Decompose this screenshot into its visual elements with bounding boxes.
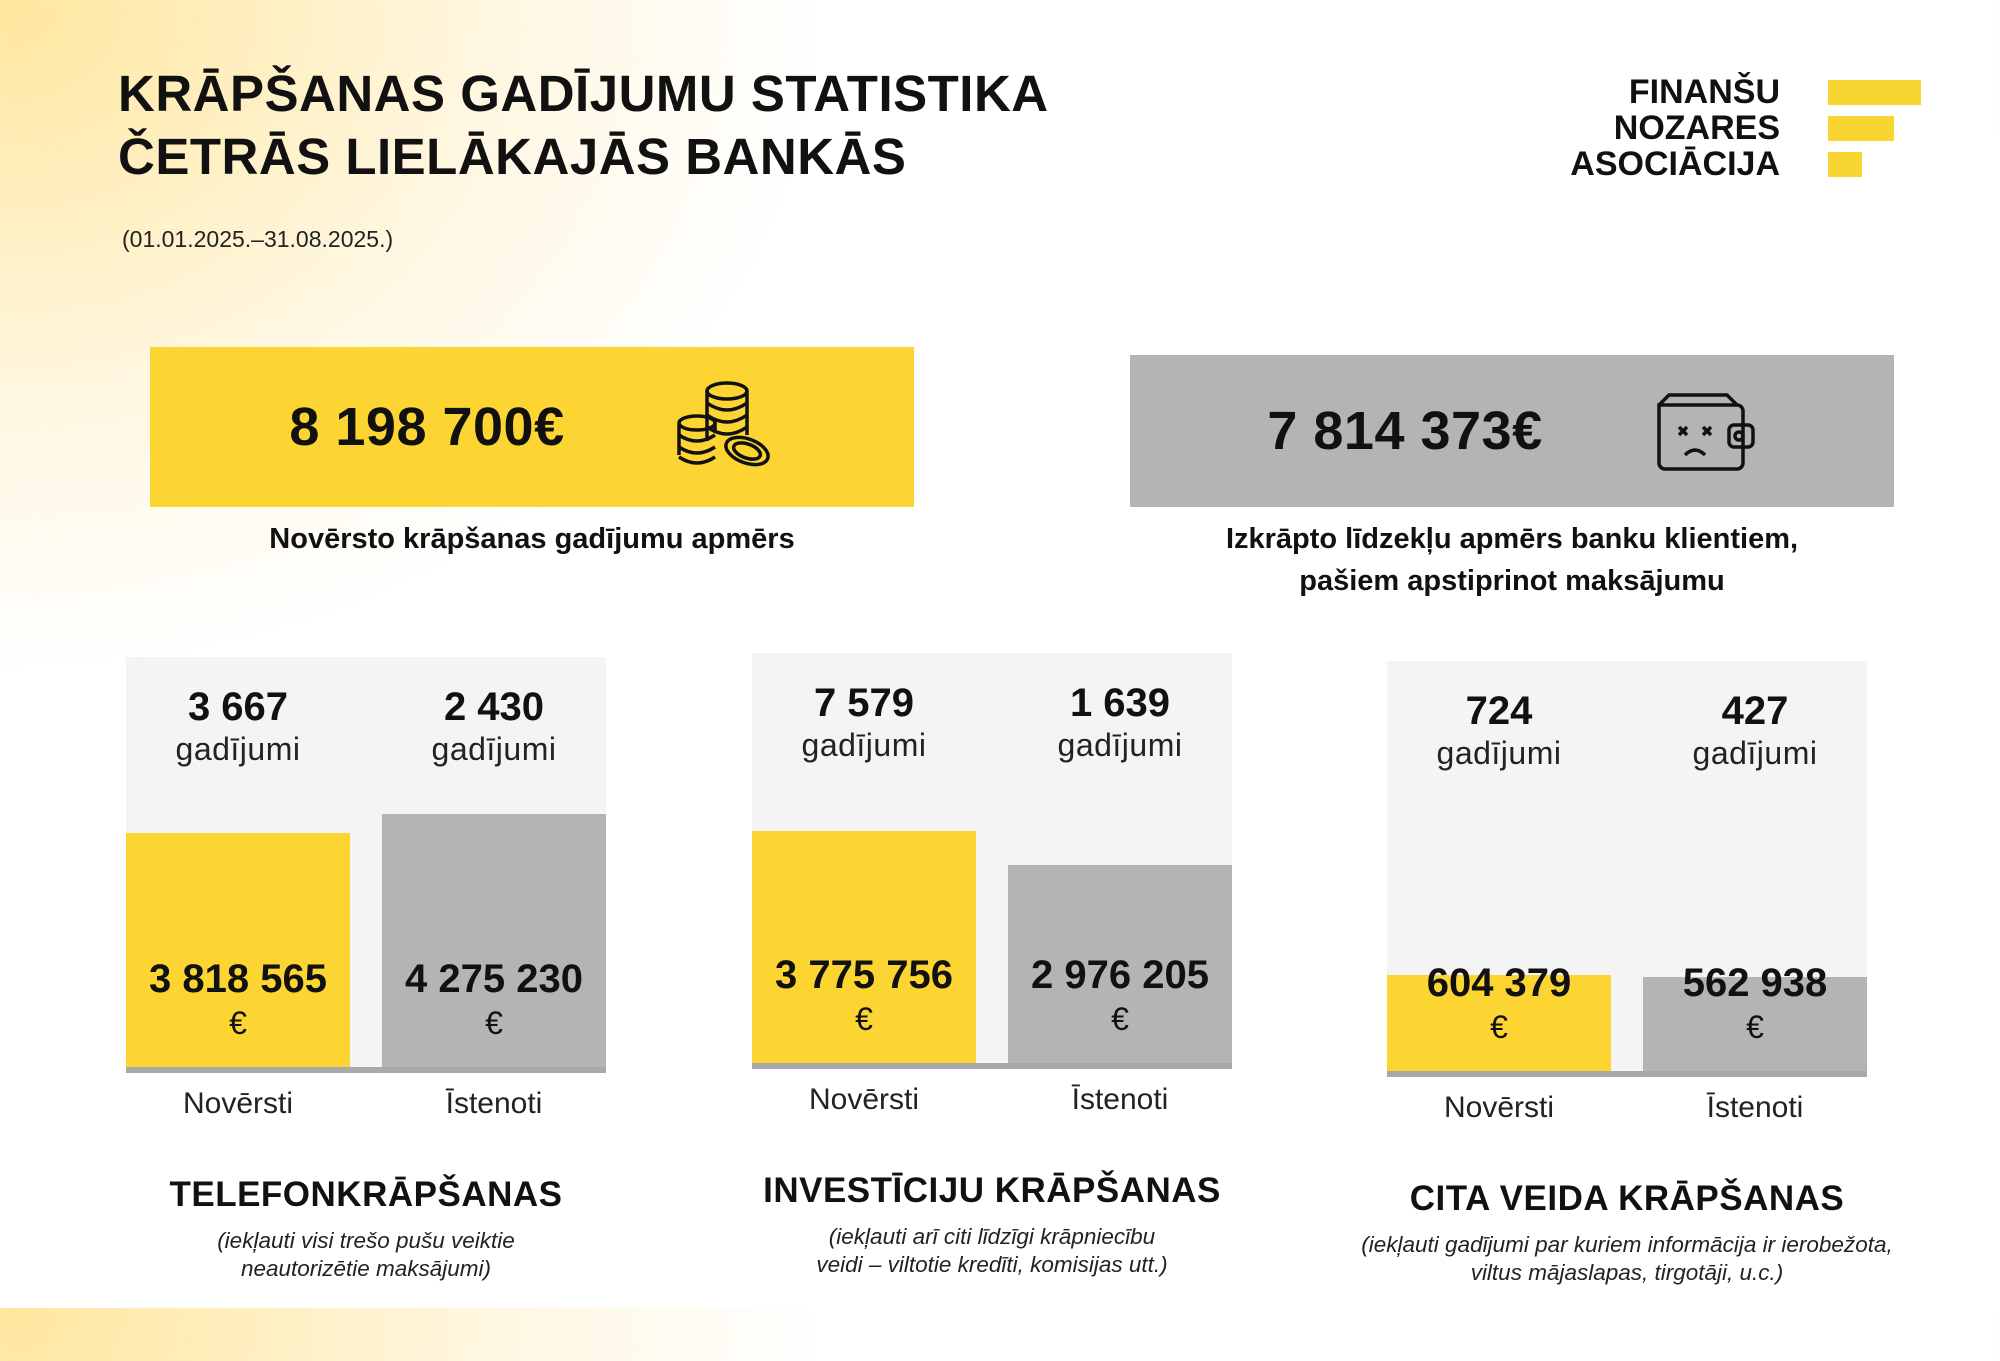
defrauded-total-label: Izkrāpto līdzekļu apmērs banku klientiem… [1130, 518, 1894, 602]
bar-prevented [126, 833, 350, 1067]
defrauded-total-box: 7 814 373€ [1130, 355, 1894, 507]
bar-value-label: 562 938 [1682, 961, 1828, 1005]
coins-stack-icon [676, 381, 770, 467]
prevented-total-value: 8 198 700€ [289, 397, 565, 457]
chart-note-line-2: neautorizētie maksājumi) [240, 1256, 492, 1281]
case-count: 7 579 [813, 681, 915, 725]
bar-value-label: 2 976 205 [1031, 953, 1209, 997]
logo-line-1: FINANŠU [1628, 73, 1780, 111]
case-count: 1 639 [1069, 681, 1171, 725]
logo-bar-1 [1828, 80, 1921, 105]
case-count-unit: gadījumi [801, 727, 927, 763]
chart-baseline [752, 1063, 1232, 1069]
chart-note-line-1: (iekļauti gadījumi par kuriem informācij… [1361, 1232, 1893, 1257]
case-count: 427 [1721, 689, 1789, 733]
case-count: 724 [1465, 689, 1533, 733]
bar-currency-label: € [229, 1005, 247, 1041]
case-count-unit: gadījumi [431, 731, 557, 767]
chart-phone-fraud: 3 667 gadījumi 3 818 565 € Novērsti 2 430 gadī… [126, 657, 608, 1357]
bar-executed [382, 814, 606, 1067]
bar-currency-label: € [485, 1005, 503, 1041]
chart-title: INVESTĪCIJU KRĀPŠANAS [763, 1171, 1221, 1210]
page-title: KRĀPŠANAS GADĪJUMU STATISTIKA ČETRĀS LIE… [118, 62, 1049, 188]
chart-note-line-1: (iekļauti visi trešo pušu veiktie [217, 1228, 515, 1253]
logo-line-2: NOZARES [1613, 109, 1780, 147]
case-count: 2 430 [443, 685, 545, 729]
x-axis-label: Īstenoti [1071, 1083, 1169, 1116]
x-axis-label: Novērsti [808, 1083, 920, 1116]
chart-baseline [1387, 1071, 1867, 1077]
chart-title: TELEFONKRĀPŠANAS [169, 1175, 563, 1214]
bar-executed [1643, 977, 1867, 1071]
defrauded-label-line-1: Izkrāpto līdzekļu apmērs banku klientiem… [1225, 523, 1799, 555]
empty-wallet-icon [1656, 393, 1755, 471]
case-count-unit: gadījumi [1436, 735, 1562, 771]
bar-executed [1008, 865, 1232, 1063]
case-count: 3 667 [187, 685, 289, 729]
x-axis-label: Īstenoti [445, 1087, 543, 1120]
bar-value-label: 3 775 756 [775, 953, 953, 997]
title-line-1: KRĀPŠANAS GADĪJUMU STATISTIKA [118, 65, 1049, 122]
logo-bar-2 [1828, 116, 1894, 141]
defrauded-label-line-2: pašiem apstiprinot maksājumu [1299, 565, 1725, 597]
bar-currency-label: € [855, 1001, 873, 1037]
chart-note-line-2: viltus mājaslapas, tirgotāji, u.c.) [1470, 1260, 1784, 1285]
bar-currency-label: € [1490, 1009, 1508, 1045]
chart-note-line-1: (iekļauti arī citi līdzīgi krāpniecību [828, 1224, 1156, 1249]
fna-logo: FINANŠU NOZARES ASOCIĀCIJA [1560, 74, 1930, 184]
chart-baseline [126, 1067, 606, 1073]
x-axis-label: Novērsti [182, 1087, 294, 1120]
x-axis-label: Īstenoti [1706, 1091, 1804, 1124]
bar-prevented [752, 831, 976, 1063]
defrauded-total-value: 7 814 373€ [1267, 401, 1543, 461]
bar-currency-label: € [1111, 1001, 1129, 1037]
case-count-unit: gadījumi [175, 731, 301, 767]
prevented-total-label: Novērsto krāpšanas gadījumu apmērs [269, 523, 795, 555]
bar-prevented [1387, 975, 1611, 1071]
logo-line-3: ASOCIĀCIJA [1570, 145, 1780, 183]
bar-value-label: 604 379 [1426, 961, 1572, 1005]
case-count-unit: gadījumi [1692, 735, 1818, 771]
prevented-total-box: 8 198 700€ [150, 347, 914, 507]
bar-currency-label: € [1746, 1009, 1764, 1045]
period-label: (01.01.2025.–31.08.2025.) [122, 226, 394, 252]
logo-bar-3 [1828, 152, 1862, 177]
title-line-2: ČETRĀS LIELĀKAJĀS BANKĀS [118, 128, 907, 185]
chart-investment-fraud: 7 579 gadījumi 3 775 756 € Novērsti 1 639 gadī… [752, 653, 1234, 1353]
chart-title: CITA VEIDA KRĀPŠANAS [1409, 1179, 1845, 1218]
x-axis-label: Novērsti [1443, 1091, 1555, 1124]
bar-value-label: 4 275 230 [405, 957, 583, 1001]
chart-other-fraud: 724 gadījumi 604 379 € Novērsti 427 gadījumi 56… [1361, 661, 1893, 1361]
case-count-unit: gadījumi [1057, 727, 1183, 763]
bar-value-label: 3 818 565 [149, 957, 327, 1001]
chart-note-line-2: veidi – viltotie kredīti, komisijas utt.… [816, 1252, 1168, 1277]
